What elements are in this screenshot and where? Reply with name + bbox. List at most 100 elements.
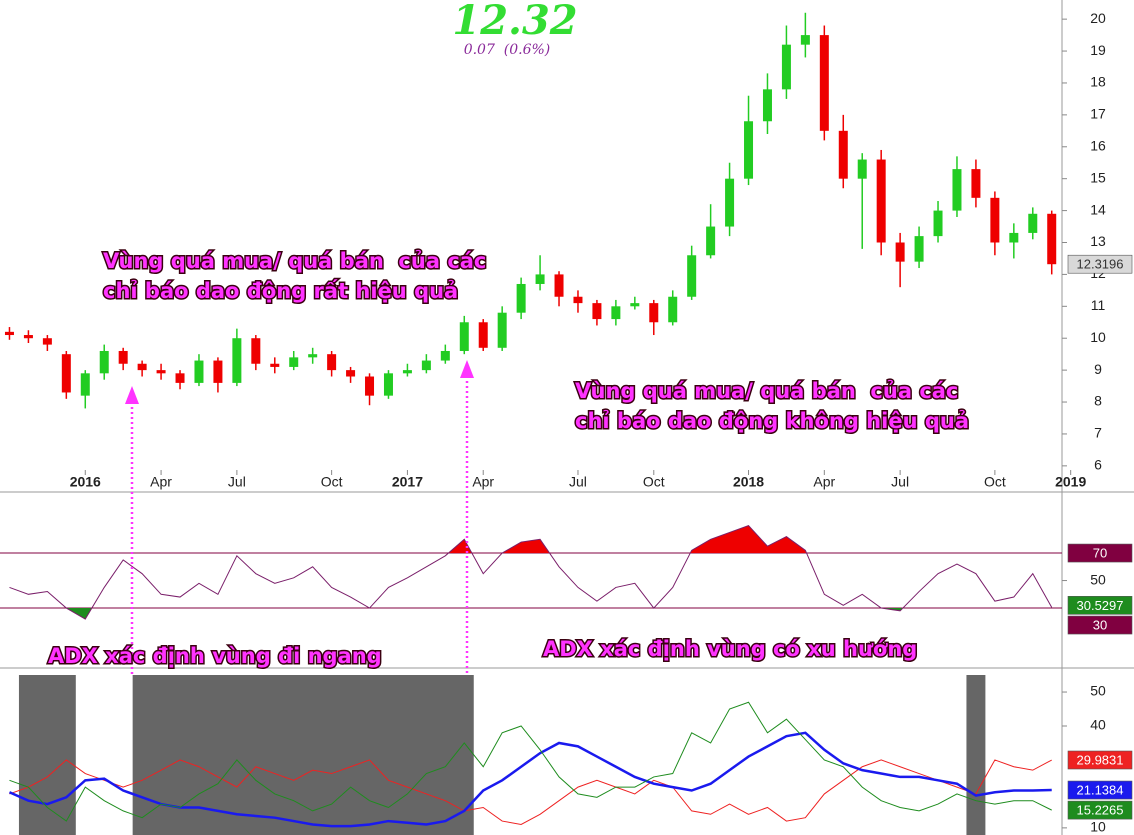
overbought-fill [448, 525, 807, 554]
candle-body [876, 159, 886, 243]
arrow-head [460, 360, 474, 378]
candle-body [687, 255, 697, 297]
candle-body [895, 242, 905, 262]
level-label: 70 [1093, 545, 1107, 560]
y-tick-label: 8 [1094, 393, 1102, 409]
annotation: Vùng quá mua/ quá bán của các [575, 379, 958, 403]
candle-body [1028, 213, 1038, 233]
last-value-label: 12.3196 [1077, 257, 1124, 272]
x-tick-label: Jul [228, 474, 246, 490]
candle-body [725, 178, 735, 227]
y-tick-label: 14 [1090, 201, 1106, 217]
y-tick-label: 11 [1091, 297, 1106, 313]
candle-body [23, 335, 33, 339]
candle-body [630, 303, 640, 307]
candle-body [213, 360, 223, 383]
candle-body [346, 370, 356, 377]
candle-body [270, 363, 280, 367]
candle-body [554, 274, 564, 297]
candle-body [251, 338, 261, 364]
y-tick-label: 40 [1090, 717, 1106, 733]
candle-body [383, 373, 393, 396]
candle-body [175, 373, 185, 383]
candle-body [1047, 213, 1057, 265]
candle-body [649, 303, 659, 323]
level-label-bg [1067, 615, 1133, 635]
annotation-layer: 12.32 0.07 (0.6%) Vùng quá mua/ quá bán … [47, 0, 1133, 820]
candle-body [137, 363, 147, 371]
x-tick-label: Apr [472, 474, 494, 490]
candle-body [573, 296, 583, 304]
annotation: chỉ báo dao động rất hiệu quả [103, 279, 458, 303]
candle-body [99, 350, 109, 374]
candle-body [42, 338, 52, 345]
x-tick-label: Oct [984, 474, 1006, 490]
annotation: Vùng quá mua/ quá bán của các [103, 249, 486, 273]
shade-layer [18, 675, 986, 835]
candle-body [592, 303, 602, 320]
candle-body [497, 312, 507, 348]
annotation: ADX xác định vùng đi ngang [48, 644, 382, 668]
y-tick-label: 16 [1090, 137, 1106, 153]
candle-body [990, 197, 1000, 243]
last-value-label: 29.9831 [1077, 752, 1124, 767]
y-tick-label: 50 [1090, 683, 1106, 699]
x-tick-label: Oct [321, 474, 343, 490]
y-tick-label: 9 [1094, 361, 1102, 377]
y-tick-label: 6 [1094, 457, 1102, 473]
series-line [9, 701, 1052, 822]
candle-body [952, 169, 962, 211]
y-tick-label: 18 [1090, 74, 1106, 90]
x-tick-label: 2019 [1055, 474, 1086, 490]
candle-body [838, 130, 848, 179]
x-tick-label: Apr [150, 474, 172, 490]
candle-body [308, 354, 318, 358]
candle-body [857, 159, 867, 179]
annotation: ADX xác định vùng có xu hướng [543, 637, 917, 661]
arrow-head [125, 386, 139, 404]
x-tick-label: Oct [643, 474, 665, 490]
candle-body [478, 322, 488, 348]
level-label: 30 [1093, 617, 1107, 632]
candle-body [194, 360, 204, 383]
candle-body [402, 370, 412, 374]
candle-body [781, 44, 791, 90]
candle-body [535, 274, 545, 284]
last-price: 12.32 [452, 0, 577, 44]
range-shade [132, 675, 474, 835]
candle-body [971, 169, 981, 198]
last-value-label: 15.2265 [1077, 803, 1124, 818]
x-tick-label: 2018 [733, 474, 764, 490]
candle-body [232, 338, 242, 383]
range-shade [18, 675, 76, 835]
plot-layer [4, 12, 1057, 828]
y-tick-label: 20 [1090, 10, 1106, 26]
last-value-label-bg [1067, 750, 1133, 770]
y-tick-label: 19 [1090, 42, 1106, 58]
x-tick-label: Jul [891, 474, 909, 490]
level-label-bg [1067, 543, 1133, 563]
candle-body [440, 350, 450, 361]
last-value-label: 30.5297 [1077, 598, 1124, 613]
series-line [9, 759, 1052, 825]
x-tick-label: 2016 [70, 474, 101, 490]
annotation: chỉ báo dao động không hiệu quả [575, 409, 969, 433]
range-shade [966, 675, 986, 835]
candle-body [80, 373, 90, 396]
y-tick-label: 7 [1094, 425, 1102, 441]
candle-body [156, 370, 166, 374]
candle-body [1009, 232, 1019, 243]
candle-body [365, 376, 375, 396]
candle-body [706, 226, 716, 256]
candle-body [289, 357, 299, 367]
candle-body [668, 296, 678, 323]
last-value-label-bg [1067, 596, 1133, 615]
candle-body [118, 350, 128, 364]
y-tick-label: 10 [1090, 819, 1106, 835]
candle-body [611, 306, 621, 320]
series-line [9, 524, 1053, 620]
last-value-label-bg [1067, 780, 1133, 800]
candle-body [61, 354, 71, 393]
y-tick-label: 15 [1090, 169, 1106, 185]
